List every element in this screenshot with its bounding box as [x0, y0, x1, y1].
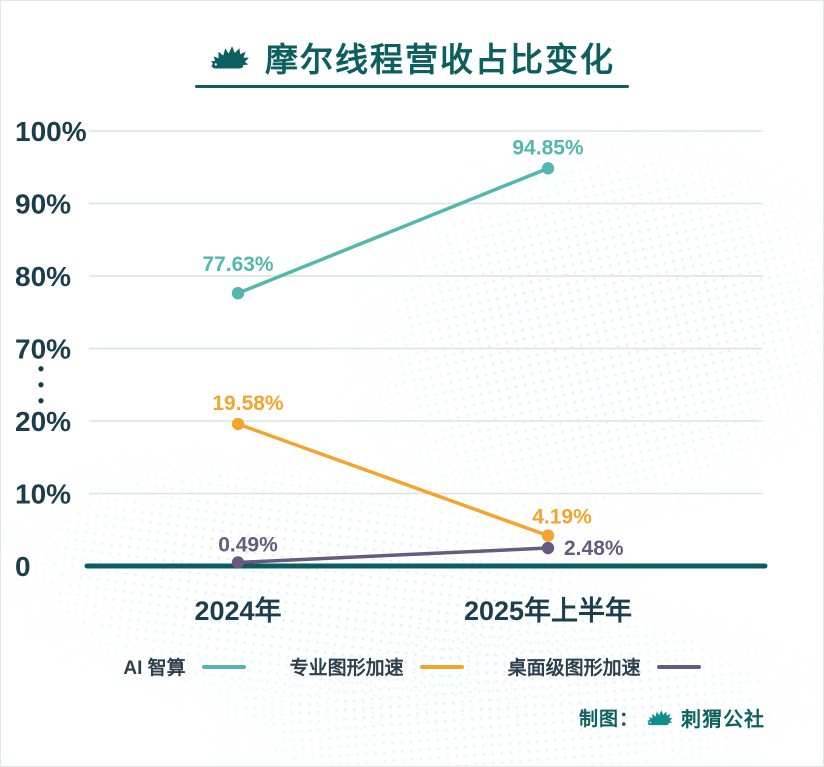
chart-legend: AI 智算 专业图形加速 桌面级图形加速	[1, 653, 823, 680]
series-line-0	[236, 166, 550, 295]
series-line-1	[236, 422, 550, 538]
legend-item-ai-compute: AI 智算	[123, 653, 246, 680]
legend-swatch	[419, 664, 464, 669]
data-point	[541, 529, 555, 542]
data-label: 94.85%	[512, 136, 584, 159]
axis-break-dot	[38, 382, 44, 388]
credit: 制图： 刺猬公社	[579, 703, 765, 732]
data-point	[541, 162, 555, 175]
data-label: 0.49%	[218, 533, 278, 556]
y-tick-label: 0	[15, 551, 31, 582]
data-point	[231, 286, 245, 300]
title-underline	[195, 85, 629, 88]
data-point	[231, 417, 245, 431]
x-category-label: 2024年	[194, 595, 281, 626]
y-tick-label: 90%	[15, 189, 71, 220]
y-tick-label: 10%	[15, 479, 71, 510]
axis-break-dot	[38, 398, 44, 404]
data-label: 77.63%	[202, 253, 274, 276]
legend-item-pro-graphics: 专业图形加速	[290, 653, 464, 680]
y-tick-label: 70%	[15, 334, 71, 365]
legend-label: AI 智算	[123, 658, 186, 679]
legend-label: 桌面级图形加速	[507, 658, 641, 679]
hedgehog-icon	[646, 707, 674, 728]
data-point	[231, 556, 245, 569]
legend-item-desktop-graphics: 桌面级图形加速	[508, 653, 701, 680]
x-category-label: 2025年上半年	[464, 595, 632, 626]
legend-swatch	[201, 664, 246, 669]
data-label: 4.19%	[532, 506, 592, 529]
credit-name: 刺猬公社	[681, 709, 765, 731]
legend-swatch	[656, 664, 701, 669]
data-point	[541, 541, 555, 555]
data-label: 2.48%	[564, 537, 624, 560]
axis-break-dot	[38, 366, 44, 372]
y-tick-label: 100%	[15, 116, 87, 147]
y-tick-label: 20%	[15, 406, 71, 437]
data-label: 19.58%	[212, 392, 284, 415]
chart-header: 摩尔线程营收占比变化	[1, 33, 823, 81]
page-title: 摩尔线程营收占比变化	[265, 41, 615, 78]
credit-label: 制图：	[578, 709, 639, 730]
y-tick-label: 80%	[15, 261, 71, 292]
legend-label: 专业图形加速	[289, 658, 404, 679]
hedgehog-icon	[209, 41, 251, 73]
series-line-2	[236, 546, 550, 565]
